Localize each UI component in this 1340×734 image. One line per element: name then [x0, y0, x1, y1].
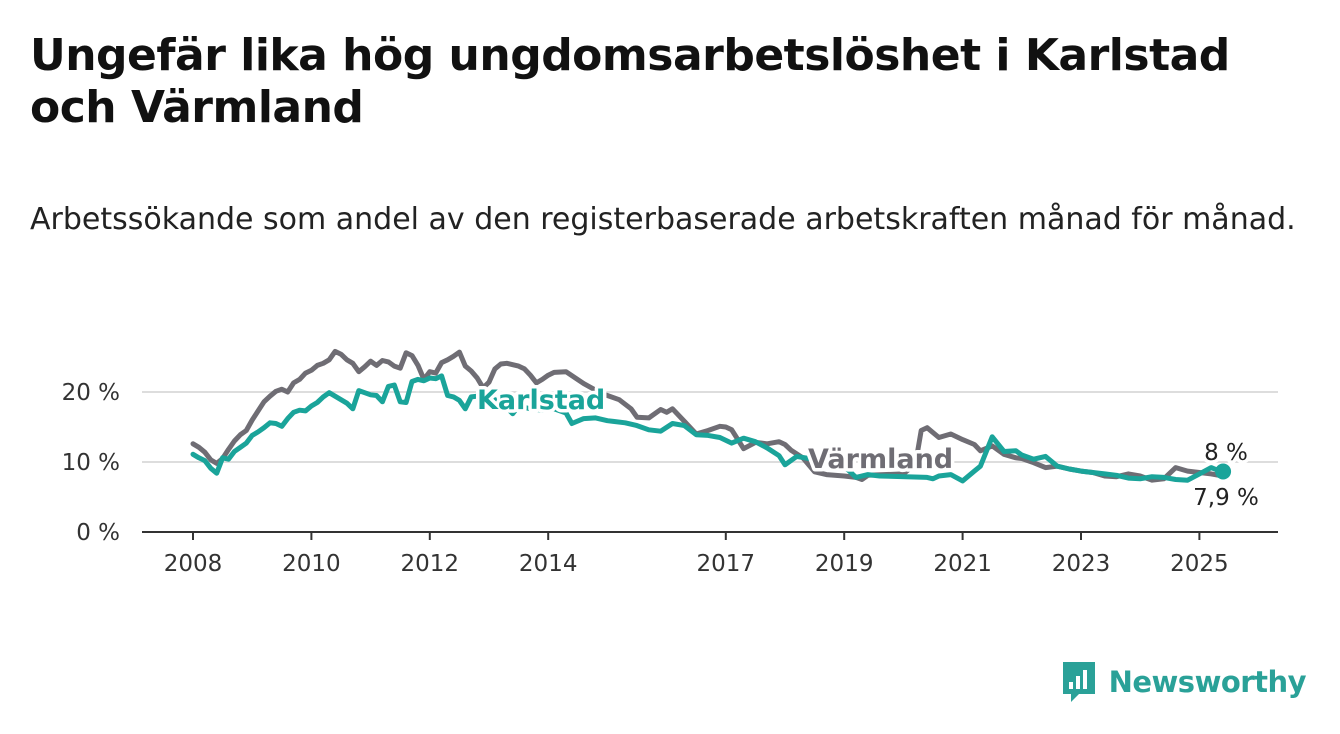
series-label-varmland: Värmland [808, 444, 953, 475]
x-tick-label: 2012 [401, 551, 460, 577]
x-tick-label: 2019 [815, 551, 874, 577]
chart-title: Ungefär lika hög ungdomsarbetslöshet i K… [30, 30, 1230, 133]
series-labels: Karlstad Värmland 8 % 7,9 % [474, 382, 1263, 515]
brand-logo: Newsworthy [1061, 660, 1307, 704]
x-tick-label: 2010 [282, 551, 341, 577]
x-tick-label: 2008 [164, 551, 223, 577]
y-tick-label: 20 % [62, 380, 120, 406]
x-tick-label: 2017 [697, 551, 756, 577]
chart-subtitle: Arbetssökande som andel av den registerb… [30, 202, 1296, 237]
y-tick-label: 0 % [76, 520, 120, 546]
end-value-varmland: 8 % [1204, 440, 1248, 466]
y-tick-label: 10 % [62, 450, 120, 476]
end-value-karlstad: 7,9 % [1193, 485, 1259, 511]
x-tick-label: 2014 [519, 551, 578, 577]
newsworthy-logo-icon [1062, 662, 1095, 702]
x-tick-label: 2021 [933, 551, 992, 577]
series-line-karlstad [190, 373, 1226, 484]
end-marker-karlstad [1215, 463, 1232, 480]
x-tick-label: 2023 [1052, 551, 1111, 577]
brand-name: Newsworthy [1108, 665, 1307, 699]
x-tick-label: 2025 [1170, 551, 1229, 577]
series-line-varmland [190, 348, 1226, 483]
y-axis: 0 % 10 % 20 % [62, 380, 120, 546]
series-label-karlstad: Karlstad [477, 385, 605, 416]
series-lines [190, 348, 1226, 484]
x-axis: 2008 2010 2012 2014 2017 2019 2021 2023 2025 [142, 531, 1278, 577]
